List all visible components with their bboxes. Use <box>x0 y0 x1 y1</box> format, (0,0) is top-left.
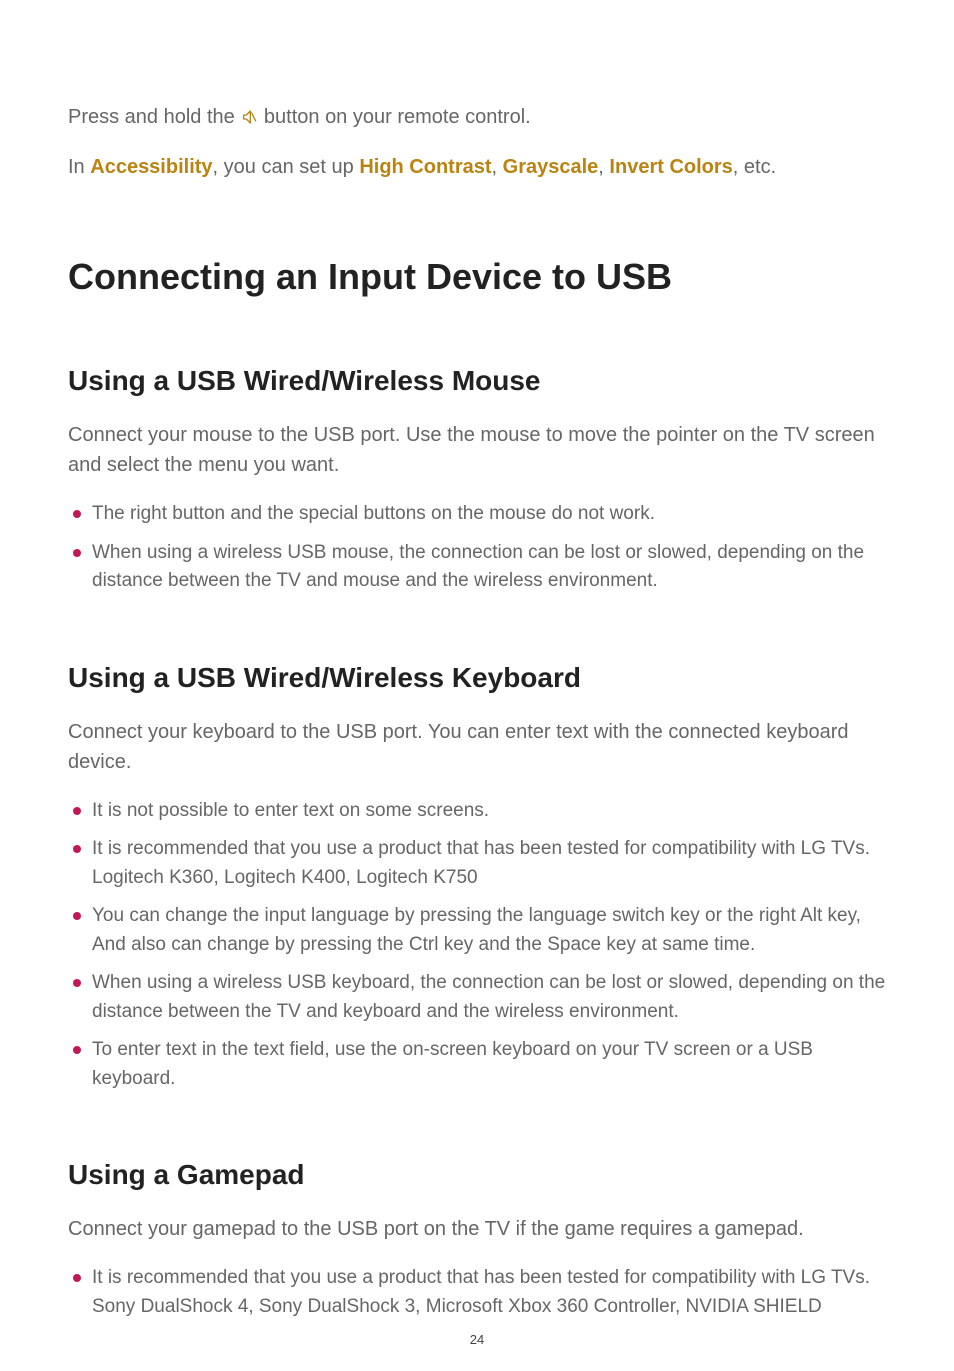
intro-line2-suffix: , etc. <box>733 156 776 178</box>
list-item-text: When using a wireless USB keyboard, the … <box>92 972 885 1022</box>
intro-line-2: In Accessibility, you can set up High Co… <box>68 152 886 182</box>
list-item-sub: Sony DualShock 4, Sony DualShock 3, Micr… <box>92 1293 886 1322</box>
list-item-text: The right button and the special buttons… <box>92 503 655 524</box>
main-heading: Connecting an Input Device to USB <box>68 254 886 299</box>
list-item-text: To enter text in the text field, use the… <box>92 1039 813 1089</box>
document-page: Press and hold the button on your remote… <box>0 0 954 1371</box>
intro-comma2: , <box>598 156 609 178</box>
intro-line-1: Press and hold the button on your remote… <box>68 102 886 134</box>
keyboard-body: Connect your keyboard to the USB port. Y… <box>68 717 886 777</box>
list-item: It is not possible to enter text on some… <box>68 797 886 826</box>
accessibility-label: Accessibility <box>90 156 212 178</box>
list-item-text: It is recommended that you use a product… <box>92 838 870 859</box>
list-item-text: You can change the input language by pre… <box>92 905 861 955</box>
mouse-body: Connect your mouse to the USB port. Use … <box>68 420 886 480</box>
intro-comma1: , <box>492 156 503 178</box>
list-item: When using a wireless USB keyboard, the … <box>68 969 886 1026</box>
mouse-bullets: The right button and the special buttons… <box>68 500 886 596</box>
list-item-sub: Logitech K360, Logitech K400, Logitech K… <box>92 864 886 893</box>
keyboard-bullets: It is not possible to enter text on some… <box>68 797 886 1094</box>
gamepad-heading: Using a Gamepad <box>68 1157 886 1192</box>
grayscale-label: Grayscale <box>503 156 599 178</box>
keyboard-heading: Using a USB Wired/Wireless Keyboard <box>68 660 886 695</box>
list-item: When using a wireless USB mouse, the con… <box>68 539 886 596</box>
list-item-text: It is not possible to enter text on some… <box>92 800 489 821</box>
gamepad-bullets: It is recommended that you use a product… <box>68 1264 886 1321</box>
invert-colors-label: Invert Colors <box>609 156 732 178</box>
mouse-heading: Using a USB Wired/Wireless Mouse <box>68 363 886 398</box>
list-item: The right button and the special buttons… <box>68 500 886 529</box>
list-item: To enter text in the text field, use the… <box>68 1036 886 1093</box>
intro-line2-prefix: In <box>68 156 90 178</box>
list-item-text: It is recommended that you use a product… <box>92 1267 870 1288</box>
gamepad-body: Connect your gamepad to the USB port on … <box>68 1214 886 1244</box>
list-item: You can change the input language by pre… <box>68 902 886 959</box>
list-item: It is recommended that you use a product… <box>68 835 886 892</box>
list-item-text: When using a wireless USB mouse, the con… <box>92 542 864 592</box>
intro-line1-before: Press and hold the <box>68 106 240 128</box>
intro-line1-after: button on your remote control. <box>258 106 530 128</box>
page-number: 24 <box>0 1332 954 1347</box>
high-contrast-label: High Contrast <box>359 156 491 178</box>
list-item: It is recommended that you use a product… <box>68 1264 886 1321</box>
intro-line2-mid1: , you can set up <box>213 156 360 178</box>
mute-icon <box>241 104 257 134</box>
